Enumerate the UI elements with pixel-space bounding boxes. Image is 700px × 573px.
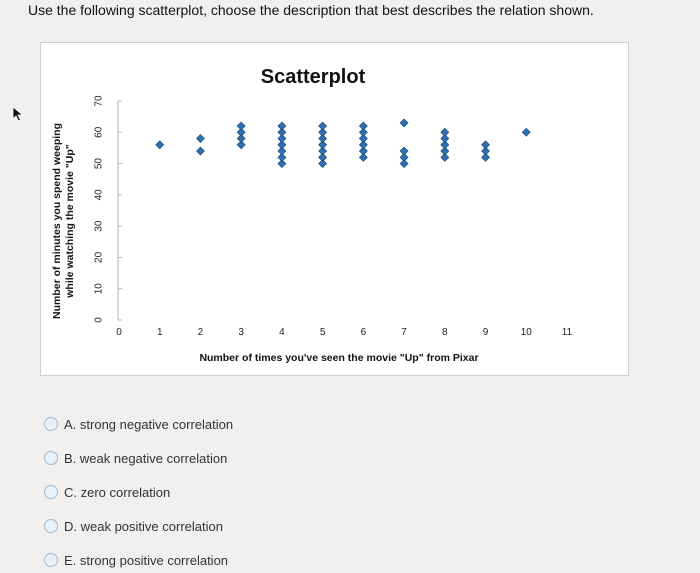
- option-e-radio[interactable]: [44, 553, 58, 567]
- option-d-radio[interactable]: [44, 519, 58, 533]
- option-d[interactable]: D. weak positive correlation: [44, 516, 223, 536]
- option-d-label: D. weak positive correlation: [64, 518, 223, 534]
- data-point: [358, 127, 368, 137]
- y-tick-label: 50: [94, 158, 105, 170]
- x-tick-label: 0: [116, 327, 122, 338]
- data-point: [481, 140, 490, 150]
- data-point: [318, 152, 328, 162]
- data-point: [358, 121, 368, 131]
- data-point: [155, 140, 165, 150]
- y-tick-label: 30: [94, 220, 105, 232]
- x-tick-label: 4: [279, 327, 285, 338]
- x-axis-label: Number of times you've seen the movie "U…: [199, 352, 478, 364]
- data-point: [399, 159, 409, 168]
- data-point: [399, 152, 409, 162]
- y-tick-label: 60: [94, 126, 105, 138]
- data-point: [440, 152, 450, 162]
- y-tick-label: 40: [94, 189, 105, 201]
- data-point: [318, 127, 328, 137]
- y-tick-label: 10: [94, 283, 105, 295]
- y-tick-label: 70: [94, 95, 105, 107]
- x-tick-label: 6: [361, 327, 367, 338]
- data-point: [236, 127, 246, 137]
- data-point: [358, 152, 368, 162]
- data-point: [236, 121, 246, 131]
- data-point: [521, 127, 531, 137]
- x-tick-label: 9: [483, 327, 489, 338]
- data-point: [277, 159, 287, 168]
- option-e-label: E. strong positive correlation: [64, 552, 229, 568]
- option-b-radio[interactable]: [44, 451, 58, 465]
- data-point: [277, 152, 287, 162]
- data-point: [318, 140, 328, 150]
- data-point: [440, 140, 450, 150]
- data-points: [155, 118, 531, 168]
- y-tick-label: 20: [94, 251, 105, 263]
- scatterplot-figure: Scatterplot Number of minutes you spend …: [40, 42, 629, 376]
- y-axis-label: Number of minutes you spend weeping whil…: [51, 123, 76, 319]
- x-tick-label: 8: [442, 327, 448, 338]
- y-tick-label: 0: [94, 317, 105, 323]
- x-tick-label: 10: [521, 327, 533, 338]
- data-point: [196, 146, 205, 156]
- data-point: [440, 127, 450, 137]
- data-point: [277, 134, 287, 143]
- option-b[interactable]: B. weak negative correlation: [44, 448, 227, 468]
- option-e[interactable]: E. strong positive correlation: [44, 550, 228, 570]
- data-point: [440, 146, 450, 156]
- chart-title: Scatterplot: [261, 66, 366, 88]
- y-ticks: 0 10 20 30 40 50 60 70: [94, 95, 122, 323]
- question-text: Use the following scatterplot, choose th…: [28, 2, 594, 18]
- data-point: [399, 146, 409, 156]
- option-a-radio[interactable]: [44, 417, 58, 431]
- data-point: [481, 146, 490, 156]
- data-point: [277, 146, 287, 156]
- option-b-label: B. weak negative correlation: [64, 450, 228, 466]
- option-a-label: A. strong negative correlation: [64, 416, 234, 432]
- x-tick-label: 11: [562, 327, 573, 338]
- data-point: [318, 159, 328, 168]
- data-point: [277, 140, 287, 150]
- data-point: [318, 121, 328, 131]
- option-c-label: C. zero correlation: [64, 484, 171, 500]
- x-ticks: 0 1 2 3 4 5 6 7 8 9 10 11: [116, 327, 572, 338]
- data-point: [358, 134, 368, 143]
- data-point: [481, 152, 490, 162]
- x-tick-label: 2: [198, 327, 204, 338]
- data-point: [358, 146, 368, 156]
- x-tick-label: 3: [238, 327, 244, 338]
- data-point: [399, 118, 409, 128]
- mouse-cursor-icon: [12, 106, 24, 122]
- y-axis-label-line-1: Number of minutes you spend weeping: [51, 123, 63, 319]
- scatterplot-svg: Scatterplot Number of minutes you spend …: [51, 66, 573, 364]
- y-axis-label-line-2: while watching the movie "Up": [64, 144, 76, 298]
- data-point: [277, 121, 287, 131]
- data-point: [236, 134, 246, 143]
- data-point: [440, 134, 450, 143]
- data-point: [358, 140, 368, 150]
- option-c[interactable]: C. zero correlation: [44, 482, 170, 502]
- x-tick-label: 5: [320, 327, 326, 338]
- data-point: [236, 140, 246, 150]
- x-tick-label: 1: [157, 327, 163, 338]
- data-point: [196, 134, 205, 143]
- x-tick-label: 7: [401, 327, 407, 338]
- data-point: [318, 146, 328, 156]
- data-point: [277, 127, 287, 137]
- data-point: [318, 134, 328, 143]
- option-a[interactable]: A. strong negative correlation: [44, 414, 233, 434]
- option-c-radio[interactable]: [44, 485, 58, 499]
